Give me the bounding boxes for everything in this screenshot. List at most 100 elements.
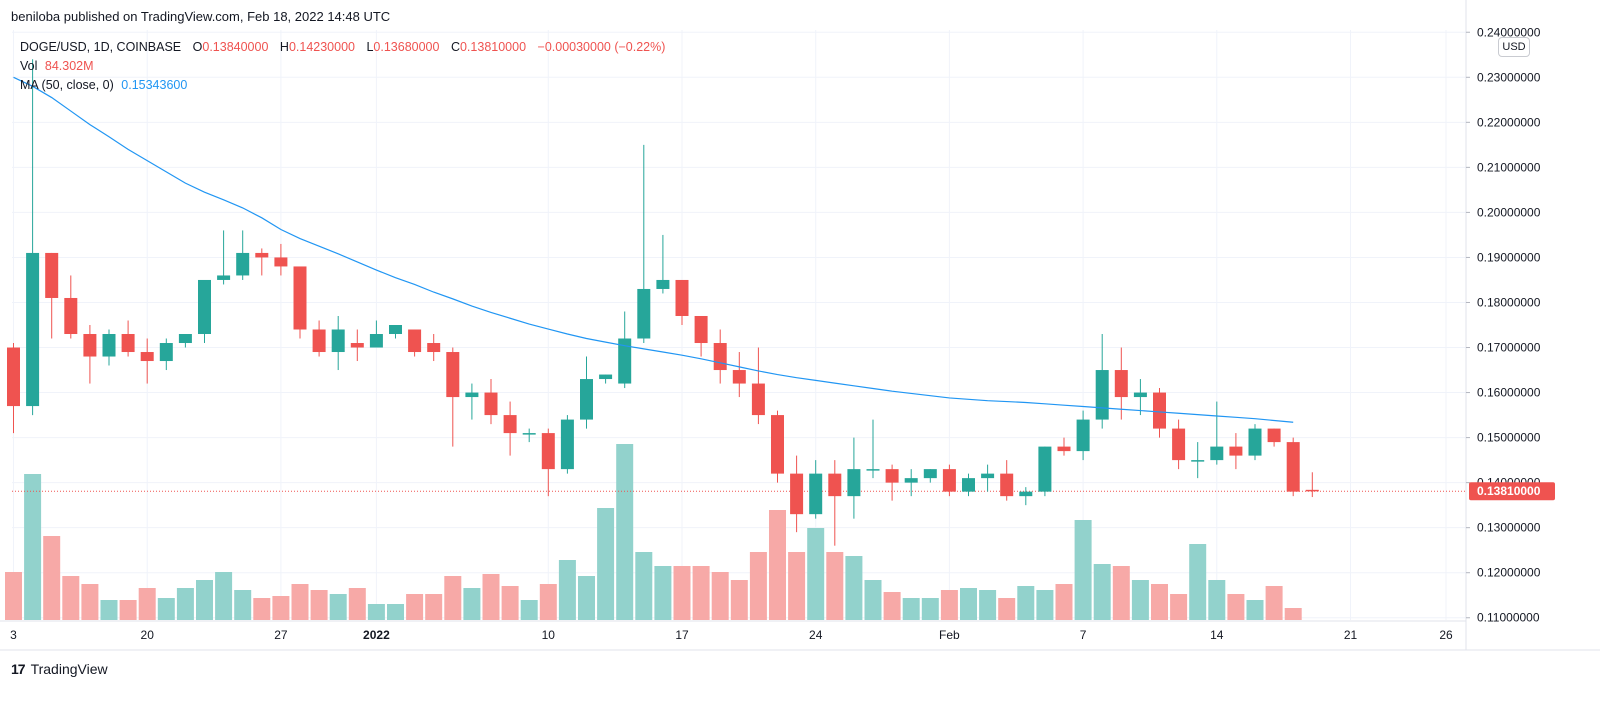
currency-button[interactable]: USD [1498,37,1530,57]
y-tick-label: 0.13000000 [1477,521,1541,535]
candle-body [1210,446,1224,461]
symbol-label[interactable]: DOGE/USD, 1D, COINBASE [20,40,182,54]
candle-body [656,279,670,289]
tradingview-logo-icon: 17 [11,661,26,677]
volume-bar [272,596,290,620]
volume-bar [406,594,424,620]
volume-bar [578,576,595,620]
candle-body [1057,446,1071,452]
x-tick-label: Feb [939,628,960,642]
volume-bar [1112,566,1130,620]
volume-bar [902,598,920,620]
candle-body [255,252,269,258]
candle [1019,487,1033,506]
volume-bars [5,444,1302,620]
candle-body [981,473,995,479]
volume-bar [138,588,156,620]
volume-bar [501,586,519,620]
volume-bar [807,528,825,620]
candle [1191,442,1205,479]
candle [503,401,517,456]
volume-bar [100,600,118,620]
volume-bar [921,598,939,620]
candle [484,379,498,425]
candle [26,59,40,416]
volume-bar [329,594,347,620]
x-tick-label: 20 [141,628,155,642]
x-tick-label: 26 [1439,628,1453,642]
volume-label: Vol [20,59,38,73]
candle [369,320,383,348]
candle [312,320,326,357]
volume-bar [425,594,443,620]
brand-label: TradingView [30,661,108,677]
candle [962,473,975,497]
candle [904,469,918,497]
volume-bar [348,588,366,620]
candle-body [522,433,536,435]
candle-body [217,275,231,280]
candle-body [503,415,517,434]
candle-body [1191,460,1205,462]
high-label: H [279,40,289,54]
candle [350,329,364,362]
y-tick-label: 0.17000000 [1477,341,1541,355]
volume-bar [1036,590,1054,620]
volume-bar [788,552,806,620]
candle [981,464,995,492]
candle-body [369,334,383,348]
volume-bar [539,584,557,620]
candle [217,230,231,285]
candle [83,325,97,384]
candle-body [1133,392,1147,398]
volume-bar [520,600,538,620]
volume-bar [444,576,462,620]
volume-bar [1227,594,1245,620]
price-axis[interactable]: 0.110000000.120000000.130000000.14000000… [1466,25,1541,625]
volume-bar [1246,600,1264,620]
time-axis[interactable]: 3 20 27 2022 10 17 24 Feb 7 14 21 26 [10,628,1453,642]
low-label: L [366,40,374,54]
volume-bar [5,572,22,620]
y-tick-label: 0.22000000 [1477,115,1541,129]
candle-body [236,252,250,276]
y-tick-label: 0.20000000 [1477,205,1541,219]
candle-body [293,266,307,330]
volume-bar [62,576,80,620]
candle [1095,334,1109,429]
volume-bar [769,510,786,620]
open-value: 0.13840000 [202,40,269,54]
volume-bar [1208,580,1226,620]
candle-body [809,473,823,515]
volume-bar [1170,594,1188,620]
candle-body [1172,428,1186,461]
candle [1305,472,1319,498]
candle [255,248,269,276]
candle-body [484,392,498,416]
candle [178,334,192,348]
candle [236,230,250,280]
volume-bar [1189,544,1207,620]
high-value: 0.14230000 [288,40,355,54]
volume-value: 84.302M [44,59,94,73]
candle-body [446,352,460,398]
candle-body [1153,392,1166,429]
x-tick-label: 27 [274,628,288,642]
volume-bar [864,580,882,620]
candle [656,234,670,294]
published-header: beniloba published on TradingView.com, F… [11,9,391,24]
volume-bar [1017,586,1035,620]
candle-body [1038,446,1052,492]
candle [790,455,804,533]
x-tick-label: 10 [542,628,556,642]
volume-bar [749,552,767,620]
ma-value: 0.15343600 [121,78,188,92]
candle [465,383,479,420]
candle [45,252,59,339]
candle [828,460,842,546]
legend-volume-row[interactable]: Vol 84.302M [20,57,665,76]
y-tick-label: 0.24000000 [1477,25,1541,39]
legend-ma-row[interactable]: MA (50, close, 0) 0.15343600 [20,76,665,95]
